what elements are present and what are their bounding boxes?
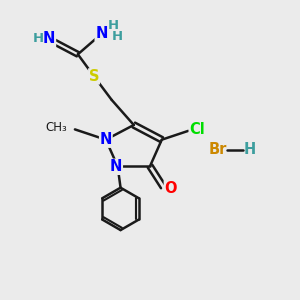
Text: N: N [110, 159, 122, 174]
Text: N: N [43, 32, 56, 46]
Text: Br: Br [208, 142, 227, 158]
Text: S: S [89, 69, 99, 84]
Text: O: O [164, 181, 177, 196]
Text: Cl: Cl [189, 122, 205, 137]
Text: H: H [33, 32, 44, 46]
Text: CH₃: CH₃ [46, 122, 68, 134]
Text: H: H [243, 142, 256, 158]
Text: H: H [112, 30, 123, 43]
Text: N: N [95, 26, 108, 41]
Text: N: N [100, 132, 112, 147]
Text: H: H [108, 19, 119, 32]
